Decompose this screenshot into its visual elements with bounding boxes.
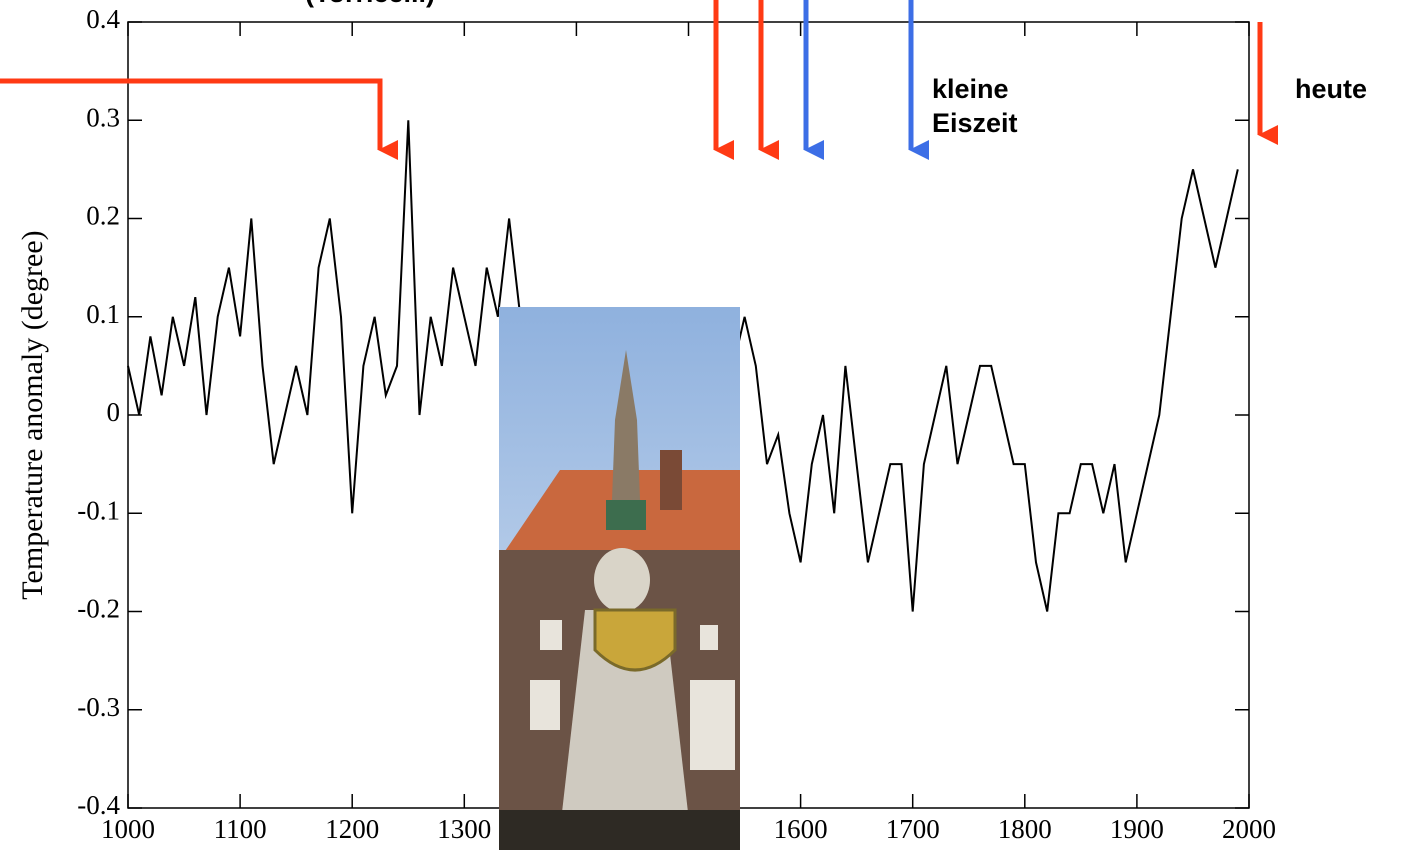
annotation: (Torricelli): [305, 0, 435, 8]
x-tick-label: 2000: [1222, 814, 1276, 844]
y-tick-label: -0.4: [77, 790, 120, 820]
x-tick-label: 1700: [886, 814, 940, 844]
x-tick-label: 1000: [101, 814, 155, 844]
y-tick-label: -0.3: [77, 692, 120, 722]
x-tick-label: 1200: [325, 814, 379, 844]
y-tick-label: 0.2: [86, 201, 120, 231]
photo: [499, 307, 740, 850]
annotation: kleine Eiszeit: [932, 74, 1018, 138]
annotation: heute: [1295, 74, 1367, 104]
x-tick-label: 1100: [214, 814, 267, 844]
y-tick-label: -0.2: [77, 594, 120, 624]
y-axis-label: Temperature anomaly (degree): [16, 230, 49, 599]
x-tick-label: 1900: [1110, 814, 1164, 844]
y-tick-label: -0.1: [77, 495, 120, 525]
arrow: [0, 78, 398, 160]
y-tick-label: 0.4: [86, 4, 120, 34]
y-tick-label: 0.3: [86, 102, 120, 132]
arrows: [0, 0, 1278, 160]
x-tick-label: 1800: [998, 814, 1052, 844]
y-tick-label: 0: [107, 397, 121, 427]
x-tick-label: 1300: [437, 814, 491, 844]
y-tick-label: 0.1: [86, 299, 120, 329]
x-tick-label: 1600: [774, 814, 828, 844]
